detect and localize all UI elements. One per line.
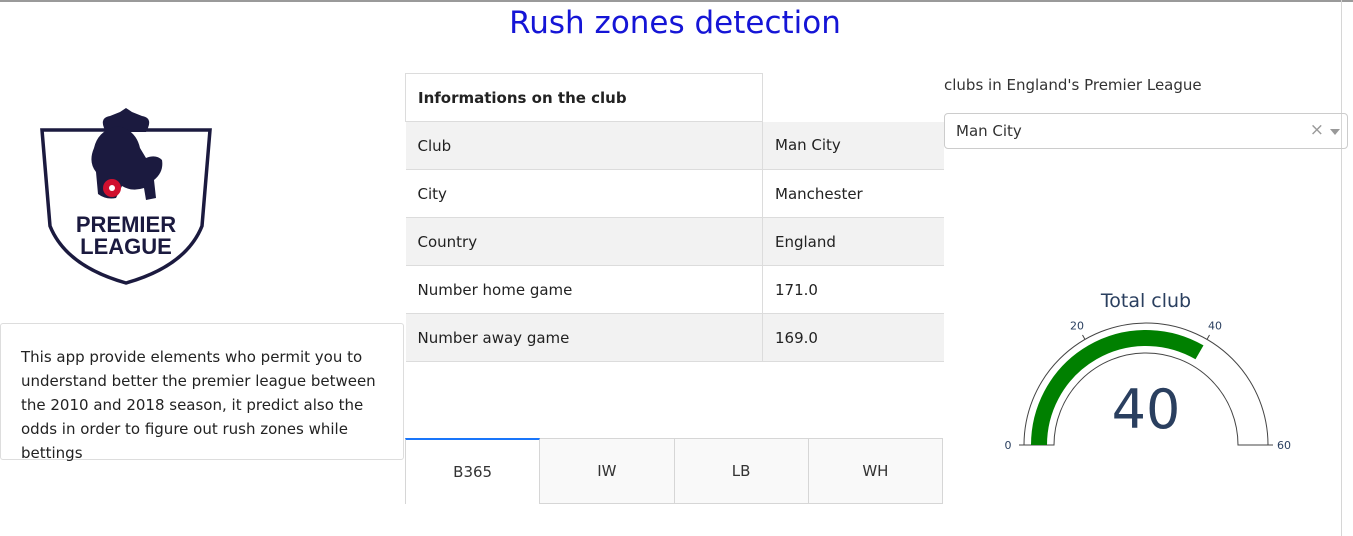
- gauge-tick-label: 20: [1070, 319, 1084, 332]
- window-top-border: [0, 0, 1353, 2]
- gauge-title: Total club: [1100, 290, 1191, 312]
- row-value-city: Manchester: [762, 169, 944, 218]
- club-dropdown-label: clubs in England's Premier League: [944, 76, 1202, 94]
- total-club-gauge: Total club 0 20 40 60 40: [1005, 290, 1292, 452]
- scrollbar-track[interactable]: [1341, 0, 1342, 536]
- tab-iw[interactable]: IW: [540, 438, 675, 504]
- row-value-club: Man City: [762, 121, 944, 170]
- club-dropdown-value: Man City: [956, 122, 1022, 140]
- gauge-tick-mark: [1082, 334, 1086, 340]
- table-header-empty: [763, 74, 944, 122]
- description-text: This app provide elements who permit you…: [21, 348, 376, 462]
- logo-line1: PREMIER: [76, 212, 176, 237]
- gauge-tick-label: 60: [1277, 439, 1291, 452]
- gauge-ticks: 0 20 40 60: [1005, 319, 1292, 452]
- gauge-value: 40: [1112, 378, 1181, 441]
- chevron-down-icon[interactable]: [1330, 129, 1340, 135]
- row-label-city: City: [405, 169, 763, 218]
- table-header: Informations on the club: [405, 73, 763, 122]
- tab-wh[interactable]: WH: [808, 438, 943, 504]
- row-label-away-games: Number away game: [405, 313, 763, 362]
- row-value-country: England: [762, 217, 944, 266]
- row-label-home-games: Number home game: [405, 265, 763, 314]
- club-info-table: Informations on the club Club Man City C…: [405, 73, 944, 362]
- logo-line2: LEAGUE: [80, 234, 172, 259]
- row-label-club: Club: [405, 121, 763, 170]
- bookmaker-tabs: B365 IW LB WH: [405, 438, 943, 504]
- gauge-tick-label: 0: [1005, 439, 1012, 452]
- table-row: Country England: [405, 217, 944, 266]
- table-row: Club Man City: [405, 121, 944, 170]
- premier-league-logo: PREMIER LEAGUE: [40, 108, 212, 285]
- gauge-tick-mark: [1206, 334, 1210, 340]
- table-row: Number home game 171.0: [405, 265, 944, 314]
- gauge-tick-label: 40: [1208, 319, 1222, 332]
- gauge-outline: [1023, 322, 1269, 446]
- tab-lb[interactable]: LB: [674, 438, 809, 504]
- tab-b365[interactable]: B365: [405, 438, 541, 504]
- table-row: Number away game 169.0: [405, 313, 944, 362]
- table-row: City Manchester: [405, 169, 944, 218]
- description-box: This app provide elements who permit you…: [0, 323, 404, 462]
- row-value-home-games: 171.0: [762, 265, 944, 314]
- club-dropdown[interactable]: Man City ×: [944, 113, 1348, 149]
- gauge-value-bar: [1031, 330, 1204, 446]
- row-value-away-games: 169.0: [762, 313, 944, 362]
- page-title: Rush zones detection: [509, 5, 841, 41]
- clear-icon[interactable]: ×: [1309, 120, 1324, 140]
- row-label-country: Country: [405, 217, 763, 266]
